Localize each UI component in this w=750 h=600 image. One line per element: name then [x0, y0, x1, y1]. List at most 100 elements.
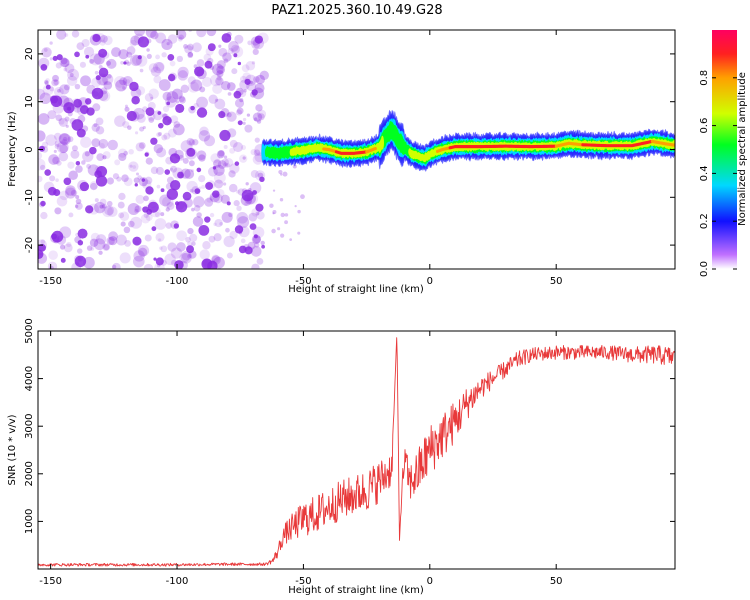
noise-blob [231, 46, 244, 58]
noise-blob [215, 77, 224, 86]
noise-blob [67, 136, 74, 143]
noise-blob [201, 184, 206, 189]
noise-blob [99, 34, 108, 43]
spectrogram-data [38, 30, 675, 269]
noise-blob [75, 232, 80, 237]
noise-speck [279, 198, 284, 202]
snr-xtick-label: 50 [550, 576, 563, 587]
noise-blob [223, 58, 229, 64]
noise-blob [153, 257, 157, 261]
noise-blob [117, 201, 125, 209]
noise-blob [150, 66, 161, 77]
noise-blob [155, 32, 167, 44]
noise-blob [59, 133, 71, 146]
noise-blob [51, 79, 59, 87]
noise-blob [67, 106, 72, 111]
noise-blob [128, 220, 135, 228]
noise-blob [52, 156, 60, 165]
noise-blob [234, 161, 240, 166]
noise-blob [242, 117, 247, 122]
noise-blob [93, 123, 98, 128]
colorbar-tick-label: 0.2 [699, 213, 710, 229]
noise-blob [251, 36, 261, 46]
noise-blob [227, 128, 237, 138]
noise-blob [114, 115, 126, 127]
noise-blob [196, 150, 207, 161]
noise-blob [196, 212, 202, 218]
noise-blob [237, 216, 250, 229]
noise-blob [43, 181, 55, 193]
noise-blob [249, 182, 262, 194]
noise-blob [204, 135, 216, 147]
noise-blob [153, 75, 162, 84]
noise-speck [272, 209, 277, 214]
noise-blob [208, 235, 216, 243]
noise-blob [251, 39, 261, 49]
noise-blob [44, 81, 49, 86]
noise-blob [98, 48, 108, 58]
noise-blob [128, 149, 134, 155]
spectrogram-ytick-label: 0 [24, 146, 35, 152]
noise-blob [54, 143, 60, 149]
noise-blob [123, 150, 129, 156]
noise-blob [160, 245, 168, 253]
noise-blob [165, 207, 170, 212]
noise-blob [240, 238, 246, 244]
noise-blob [216, 75, 222, 81]
noise-blob [159, 194, 171, 207]
noise-blob [71, 145, 78, 152]
noise-blob [148, 88, 159, 99]
noise-blob [196, 68, 207, 80]
spectrogram-xtick-label: -50 [295, 276, 311, 287]
noise-blob [221, 158, 229, 166]
noise-blob [250, 169, 259, 178]
noise-blob [119, 211, 130, 222]
noise-blob [134, 183, 138, 187]
noise-blob [49, 175, 56, 182]
noise-blob [219, 222, 223, 226]
noise-blob [48, 154, 59, 165]
noise-blob [98, 142, 105, 149]
noise-blob [70, 189, 78, 197]
noise-blob [186, 147, 196, 157]
noise-blob [251, 263, 260, 269]
noise-blob [226, 111, 237, 122]
noise-blob [186, 137, 195, 146]
noise-blob [95, 117, 104, 126]
noise-speck [289, 238, 293, 241]
noise-blob [178, 34, 184, 40]
noise-blob [74, 51, 80, 58]
noise-blob [147, 201, 159, 213]
noise-blob [45, 78, 50, 83]
noise-blob [199, 86, 206, 93]
noise-blob [123, 177, 133, 187]
noise-blob [186, 180, 198, 193]
noise-blob [38, 158, 46, 171]
noise-blob [85, 54, 90, 59]
noise-speck [280, 212, 285, 218]
spectrogram-xlabel: Height of straight line (km) [288, 284, 424, 295]
noise-speck [300, 194, 305, 200]
noise-blob [103, 35, 113, 46]
noise-blob [209, 212, 215, 218]
noise-blob [58, 118, 65, 125]
noise-blob [50, 95, 63, 108]
noise-blob [126, 46, 136, 55]
noise-blob [56, 141, 69, 154]
noise-speck [272, 189, 276, 192]
noise-blob [99, 198, 107, 206]
noise-blob [95, 234, 107, 245]
noise-blob [161, 134, 168, 141]
noise-blob [38, 175, 43, 183]
noise-speck [292, 164, 297, 169]
noise-blob [205, 47, 214, 56]
noise-blob [44, 79, 49, 85]
noise-blob [65, 124, 69, 128]
noise-blob [218, 111, 226, 119]
noise-blob [180, 252, 192, 264]
noise-blob [58, 151, 69, 162]
noise-blob [162, 113, 168, 119]
noise-blob [38, 249, 44, 259]
noise-blob [242, 156, 246, 160]
